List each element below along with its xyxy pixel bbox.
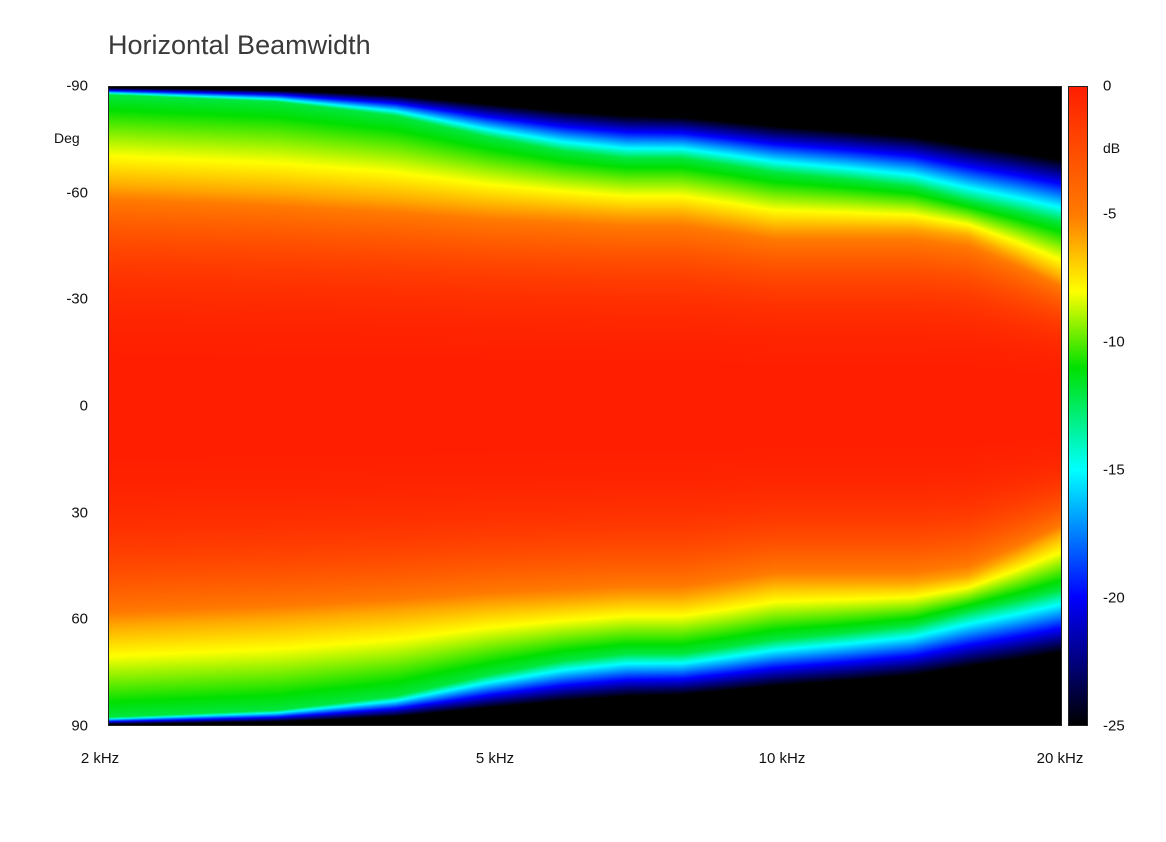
colorbar-tick-label: -5 <box>1103 205 1117 223</box>
colorbar-tick-label: -10 <box>1103 333 1125 351</box>
colorbar-tick-label: 0 <box>1103 77 1112 95</box>
colorbar-tick-label: -20 <box>1103 589 1125 607</box>
y-tick-label: -30 <box>66 290 88 308</box>
chart-title: Horizontal Beamwidth <box>108 30 371 60</box>
y-tick-label: 60 <box>71 610 88 628</box>
colorbar-unit-label: dB <box>1103 140 1121 156</box>
y-tick-label: -90 <box>66 77 88 95</box>
y-tick-label: 0 <box>79 397 88 415</box>
heatmap-plot-area <box>108 86 1062 726</box>
colorbar-separator <box>1062 86 1065 726</box>
colorbar <box>1068 86 1088 726</box>
x-tick-label: 20 kHz <box>1036 750 1084 767</box>
x-tick-label: 2 kHz <box>80 750 120 767</box>
x-tick-label: 5 kHz <box>475 750 515 767</box>
y-axis-label: Deg <box>54 130 80 146</box>
y-tick-label: 90 <box>71 717 88 735</box>
colorbar-tick-label: -15 <box>1103 461 1125 479</box>
y-tick-label: 30 <box>71 504 88 522</box>
heatmap-canvas <box>109 87 1061 725</box>
x-tick-label: 10 kHz <box>758 750 806 767</box>
colorbar-tick-label: -25 <box>1103 717 1125 735</box>
y-tick-label: -60 <box>66 184 88 202</box>
